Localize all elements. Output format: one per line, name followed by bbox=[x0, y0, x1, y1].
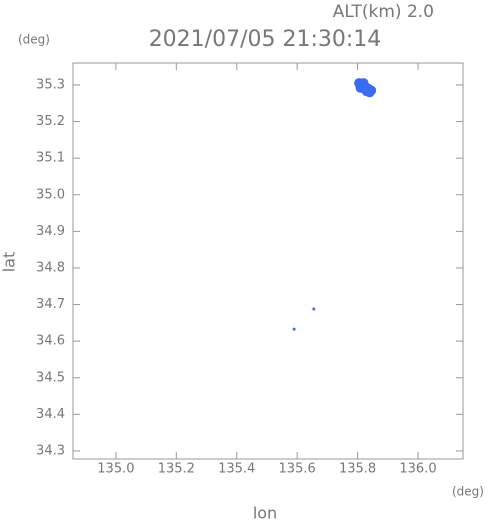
y-axis-label: lat bbox=[0, 252, 19, 273]
x-tick-label: 135.4 bbox=[218, 462, 255, 477]
y-tick-label: 34.7 bbox=[36, 297, 65, 312]
chart-title: 2021/07/05 21:30:14 bbox=[149, 27, 382, 52]
x-unit: (deg) bbox=[452, 485, 484, 499]
x-axis-label: lon bbox=[253, 504, 277, 521]
y-unit: (deg) bbox=[18, 33, 50, 47]
x-tick-label: 135.0 bbox=[97, 462, 134, 477]
x-tick-label: 135.6 bbox=[279, 462, 316, 477]
x-tick-label: 135.8 bbox=[339, 462, 376, 477]
y-tick-label: 34.5 bbox=[36, 370, 65, 385]
altitude-label: ALT(km) 2.0 bbox=[333, 2, 434, 22]
x-tick-label: 135.2 bbox=[158, 462, 195, 477]
y-tick-label: 34.9 bbox=[36, 224, 65, 239]
echo-point bbox=[292, 327, 296, 331]
y-tick-label: 35.1 bbox=[36, 151, 65, 166]
y-tick-label: 34.4 bbox=[36, 407, 65, 422]
echo-point bbox=[364, 87, 375, 98]
x-tick-label: 136.0 bbox=[399, 462, 436, 477]
y-tick-label: 35.2 bbox=[36, 114, 65, 129]
y-tick-label: 35.0 bbox=[36, 187, 65, 202]
y-tick-label: 34.8 bbox=[36, 260, 65, 275]
y-tick-label: 34.6 bbox=[36, 334, 65, 349]
y-tick-label: 35.3 bbox=[36, 77, 65, 92]
echo-point bbox=[358, 78, 369, 89]
plot-frame bbox=[72, 62, 464, 460]
y-tick-label: 34.3 bbox=[36, 443, 65, 458]
echo-point bbox=[312, 307, 316, 311]
